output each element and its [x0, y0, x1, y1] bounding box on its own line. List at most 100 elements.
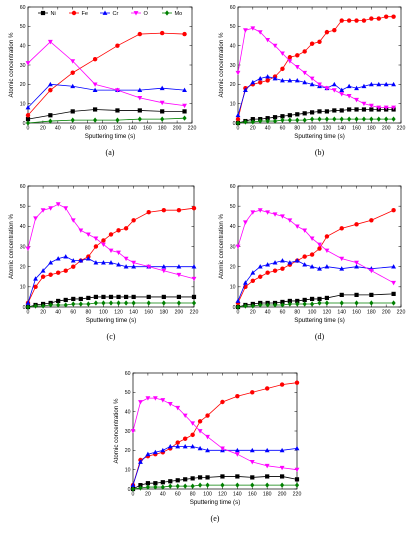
data-point-mo [101, 300, 105, 305]
data-point-ni [101, 295, 105, 299]
x-tick-label: 40 [55, 126, 61, 132]
data-point-cr [391, 264, 396, 268]
data-point-ni [177, 295, 181, 299]
x-tick-label: 220 [397, 126, 406, 132]
data-point-mo [295, 117, 299, 122]
data-point-o [131, 429, 136, 433]
data-point-mo [295, 483, 299, 488]
data-point-mo [93, 117, 97, 122]
y-tick-label: 40 [20, 224, 26, 230]
data-point-ni [109, 295, 113, 299]
data-point-o [354, 98, 359, 102]
data-point-o [182, 104, 187, 108]
data-point-o [78, 228, 83, 232]
x-tick-label: 80 [85, 126, 91, 132]
legend-label-o: O [144, 11, 149, 17]
data-point-mo [109, 300, 113, 305]
y-tick-label: 10 [230, 102, 236, 108]
data-point-fe [192, 206, 196, 210]
y-tick-label: 10 [20, 285, 26, 291]
data-point-mo [310, 117, 314, 122]
data-point-mo [71, 117, 75, 122]
x-tick-label: 40 [160, 492, 166, 498]
data-point-fe [71, 71, 75, 75]
data-point-ni [71, 297, 75, 301]
x-tick-label: 60 [280, 126, 286, 132]
data-point-ni [340, 293, 344, 297]
data-point-cr [63, 254, 68, 258]
series-line-mo [133, 485, 297, 489]
y-tick-label: 10 [20, 102, 26, 108]
data-point-ni [198, 475, 202, 479]
x-tick-label: 0 [237, 126, 240, 132]
series-line-cr [133, 446, 297, 485]
x-tick-label: 160 [144, 310, 153, 316]
x-tick-label: 120 [113, 126, 122, 132]
data-point-ni [325, 296, 329, 300]
x-tick-label: 220 [293, 492, 302, 498]
x-tick-label: 220 [190, 310, 199, 316]
data-point-ni [192, 295, 196, 299]
y-axis-title: Atomic concentration % [8, 214, 15, 279]
data-point-o [236, 71, 241, 75]
data-point-fe [56, 271, 60, 275]
data-point-cr [280, 258, 285, 262]
data-point-fe [347, 18, 351, 22]
plot-frame [28, 7, 192, 123]
data-point-mo [265, 483, 269, 488]
data-point-ni [93, 107, 97, 111]
data-point-cr [160, 448, 165, 452]
data-point-mo [310, 301, 314, 306]
data-point-mo [138, 117, 142, 122]
data-point-cr [339, 88, 344, 92]
data-point-mo [347, 117, 351, 122]
data-point-cr [295, 446, 300, 450]
data-point-ni [362, 107, 366, 111]
x-axis-title: Sputtering time (s) [294, 317, 345, 324]
data-point-fe [354, 18, 358, 22]
y-tick-label: 50 [125, 390, 131, 396]
data-point-mo [162, 300, 166, 305]
x-tick-label: 100 [203, 492, 212, 498]
data-point-fe [115, 43, 119, 47]
series-line-fe [133, 383, 297, 485]
y-tick-label: 30 [125, 429, 131, 435]
data-point-fe [124, 226, 128, 230]
y-tick-label: 40 [20, 44, 26, 50]
data-point-ni [124, 295, 128, 299]
data-point-fe [384, 14, 388, 18]
data-point-mo [168, 483, 172, 488]
x-tick-label: 140 [337, 310, 346, 316]
data-point-mo [369, 117, 373, 122]
data-point-fe [302, 49, 306, 53]
x-tick-label: 120 [323, 310, 332, 316]
data-point-fe [235, 394, 239, 398]
data-point-mo [192, 300, 196, 305]
data-point-o [124, 257, 129, 261]
data-point-fe [64, 268, 68, 272]
data-point-cr [250, 80, 255, 84]
x-tick-label: 120 [323, 126, 332, 132]
data-point-o [205, 435, 210, 439]
data-point-mo [182, 116, 186, 121]
data-point-o [236, 245, 241, 249]
data-point-o [33, 216, 38, 220]
series-line-o [28, 42, 185, 106]
data-point-mo [79, 301, 83, 306]
y-tick-label: 20 [230, 82, 236, 88]
y-tick-label: 0 [233, 305, 236, 311]
data-point-cr [347, 84, 352, 88]
data-point-fe [280, 382, 284, 386]
data-point-o [347, 94, 352, 98]
y-tick-label: 50 [230, 24, 236, 30]
data-point-fe [302, 254, 306, 258]
data-point-mo [280, 483, 284, 488]
data-point-ni [160, 109, 164, 113]
x-tick-label: 60 [70, 310, 76, 316]
data-point-o [198, 429, 203, 433]
y-tick-label: 40 [230, 44, 236, 50]
data-point-fe [162, 208, 166, 212]
data-point-ni [354, 107, 358, 111]
legend-label-fe: Fe [82, 11, 89, 17]
y-axis-title: Atomic concentration % [113, 398, 120, 463]
